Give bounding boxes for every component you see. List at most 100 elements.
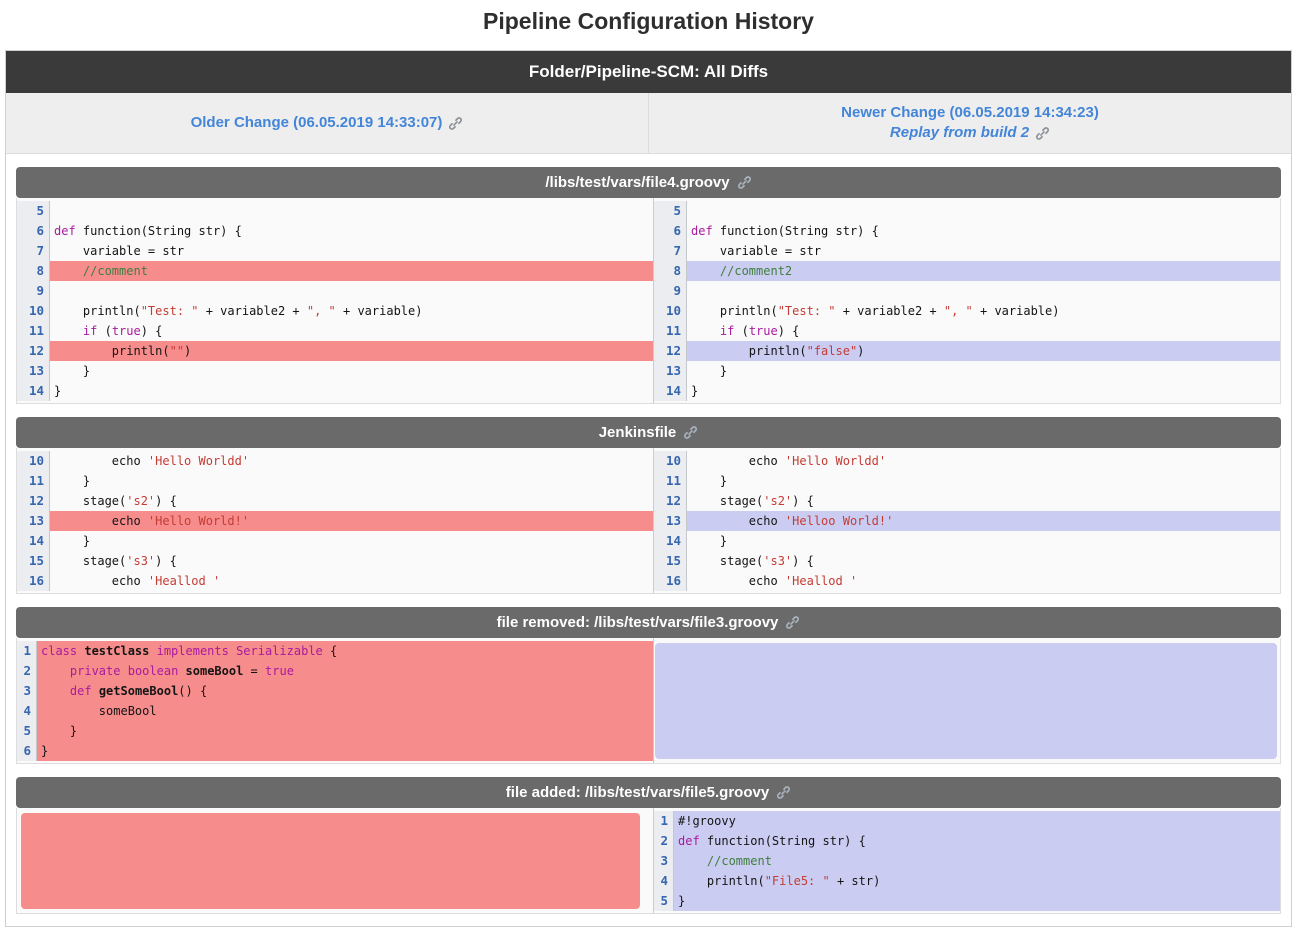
code-text: println("") <box>50 341 653 361</box>
line-number: 10 <box>17 301 50 321</box>
diff-pane-left[interactable] <box>17 808 653 913</box>
link-icon[interactable] <box>776 785 791 800</box>
diff-pane-right[interactable]: 10 echo 'Hello Worldd' 11 } 12 stage('s2')… <box>653 448 1280 593</box>
link-icon[interactable] <box>785 615 800 630</box>
code-token-com: //comment2 <box>691 264 793 278</box>
code-token-pln: #!groovy <box>678 814 736 828</box>
code-token-kwd: Serializable <box>228 644 323 658</box>
line-number: 5 <box>17 201 50 221</box>
code-token-str: 'Hello Worldd' <box>784 454 887 468</box>
line-number: 11 <box>17 321 50 341</box>
code-token-kwd: def <box>691 224 713 238</box>
code-token-pln: } <box>54 534 91 548</box>
code-token-pln: println( <box>54 304 141 318</box>
line-number: 12 <box>17 491 50 511</box>
code-line: 14 } <box>17 531 653 551</box>
code-line: 6} <box>17 741 653 761</box>
line-number: 16 <box>654 571 687 591</box>
line-number: 6 <box>17 221 50 241</box>
line-number: 10 <box>17 451 50 471</box>
code-token-str: "false" <box>806 344 858 358</box>
line-number: 15 <box>654 551 687 571</box>
code-token-pln: echo <box>54 574 148 588</box>
code-line: 10 echo 'Hello Worldd' <box>654 451 1280 471</box>
link-icon[interactable] <box>737 175 752 190</box>
code-text: variable = str <box>50 241 653 261</box>
code-token-pln: variable = str <box>691 244 822 258</box>
code-token-pln: stage( <box>54 554 127 568</box>
code-token-kwd: boolean <box>127 664 179 678</box>
code-text: echo 'Helloo World!' <box>687 511 1280 531</box>
code-token-pln: () { <box>178 684 208 698</box>
code-line: 5} <box>654 891 1280 911</box>
code-token-kwd: true <box>265 664 294 678</box>
diffs-container: Folder/Pipeline-SCM: All Diffs Older Cha… <box>5 50 1292 927</box>
code-line: 10 println("Test: " + variable2 + ", " +… <box>17 301 653 321</box>
line-number: 13 <box>17 511 50 531</box>
link-icon[interactable] <box>1035 126 1050 141</box>
older-change-link[interactable]: Older Change (06.05.2019 14:33:07) <box>191 113 464 133</box>
code-token-pln: stage( <box>691 494 764 508</box>
code-text: } <box>37 741 653 761</box>
code-token-pln: + variable2 + <box>835 304 944 318</box>
code-token-pln: + variable) <box>335 304 423 318</box>
code-token-pln: ) { <box>792 554 814 568</box>
code-text <box>687 281 1280 301</box>
code-line: 1 #!groovy <box>654 811 1280 831</box>
line-number: 8 <box>17 261 50 281</box>
line-number: 7 <box>654 241 687 261</box>
code-token-str: "Test: " <box>777 304 836 318</box>
code-token-kwd: true <box>748 324 778 338</box>
diff-pane-left[interactable]: 10 echo 'Hello Worldd' 11 } 12 stage('s2')… <box>17 448 653 593</box>
diff-table: 5 6 def function(String str) {7 variable =… <box>16 198 1281 404</box>
code-token-com: //comment <box>678 854 772 868</box>
code-token-pln: function(String str) { <box>75 224 242 238</box>
line-number: 1 <box>17 641 37 661</box>
code-text: } <box>50 361 653 381</box>
file-section-header: /libs/test/vars/file4.groovy <box>16 167 1281 198</box>
code-token-pln: ) { <box>155 494 177 508</box>
replay-link[interactable]: Replay from build 2 <box>890 123 1050 143</box>
code-text: //comment2 <box>687 261 1280 281</box>
code-token-typ: someBool <box>178 664 244 678</box>
link-icon[interactable] <box>448 116 463 131</box>
code-token-pln: ) <box>857 344 865 358</box>
line-number: 5 <box>17 721 37 741</box>
line-number: 9 <box>654 281 687 301</box>
code-token-pln: } <box>41 724 78 738</box>
code-text <box>687 201 1280 221</box>
code-line: 5 <box>654 201 1280 221</box>
code-text: } <box>37 721 653 741</box>
link-icon[interactable] <box>683 425 698 440</box>
line-number: 12 <box>654 341 687 361</box>
code-token-pln: } <box>41 744 49 758</box>
line-number: 5 <box>654 201 687 221</box>
diff-pane-right[interactable]: 5 6 def function(String str) {7 variable =… <box>653 198 1280 403</box>
diff-pane-right[interactable]: 1 #!groovy 2 def function(String str) {3 //… <box>653 808 1280 913</box>
code-line: 12 println("") <box>17 341 653 361</box>
code-line: 9 <box>17 281 653 301</box>
code-token-pln: function(String str) { <box>712 224 879 238</box>
code-token-kwd: true <box>111 324 141 338</box>
diff-pane-left[interactable]: 5 6 def function(String str) {7 variable =… <box>17 198 653 403</box>
code-line: 4 someBool <box>17 701 653 721</box>
code-token-pln: echo <box>691 574 785 588</box>
code-token-kwd: def <box>54 224 76 238</box>
diff-pane-left[interactable]: 1 class testClass implements Serializable… <box>17 638 653 763</box>
code-line: 11 if (true) { <box>17 321 653 341</box>
code-token-str: 'Heallod ' <box>784 574 858 588</box>
diff-pane-right[interactable] <box>653 638 1280 763</box>
code-line: 11 if (true) { <box>654 321 1280 341</box>
code-token-kwd: def <box>678 834 700 848</box>
newer-change-link[interactable]: Newer Change (06.05.2019 14:34:23) <box>841 103 1099 123</box>
code-token-pln <box>54 324 83 338</box>
line-number: 6 <box>17 741 37 761</box>
code-token-kwd: class <box>41 644 78 658</box>
code-token-typ: testClass <box>77 644 150 658</box>
code-token-str: 's2' <box>763 494 793 508</box>
line-number: 4 <box>654 871 674 891</box>
code-text: echo 'Hello World!' <box>50 511 653 531</box>
file-section-title: Jenkinsfile <box>598 424 677 441</box>
file-section-header: file removed: /libs/test/vars/file3.groo… <box>16 607 1281 638</box>
code-line: 12 stage('s2') { <box>17 491 653 511</box>
